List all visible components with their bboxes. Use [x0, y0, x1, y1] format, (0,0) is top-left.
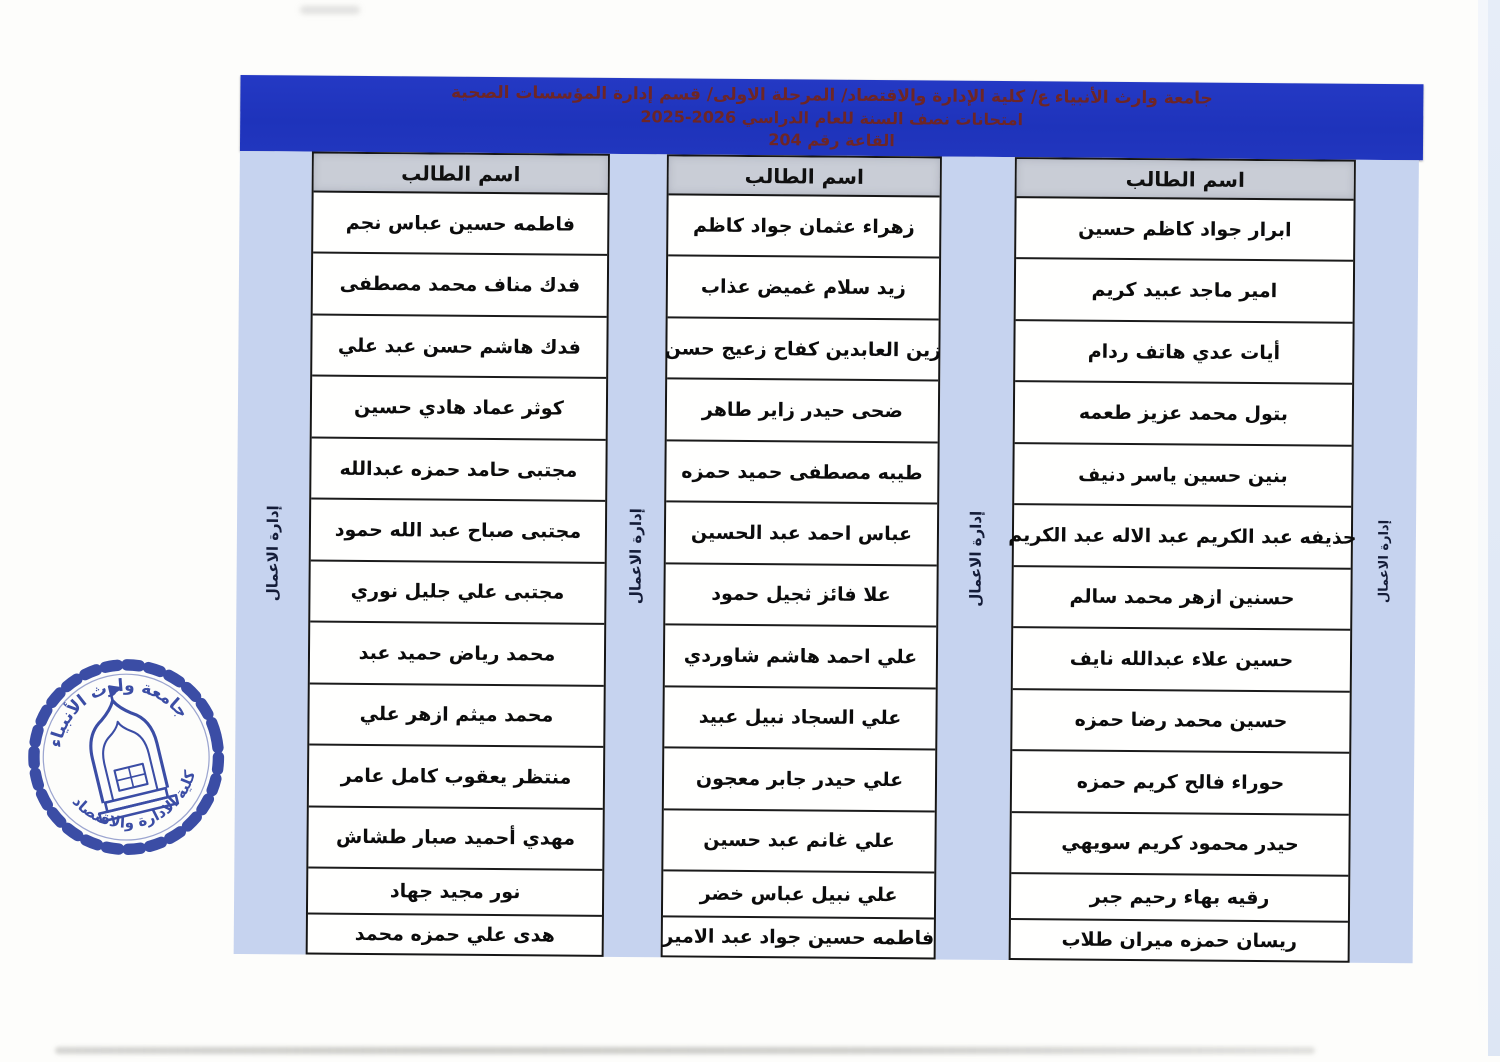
student-name-cell: أيات عدي هاتف ردام: [1015, 318, 1353, 384]
side-band-label: إدارة الاعمال: [625, 507, 645, 604]
side-band-mid-left: إدارة الاعمال: [603, 153, 667, 958]
student-name-cell: منتظر يعقوب كامل عامر: [308, 743, 604, 808]
student-name-cell: حيدر محمود كريم سويهي: [1011, 810, 1349, 875]
student-name-cell: علي السجاد نبيل عبيد: [664, 684, 936, 749]
scan-edge-right-fade: [1478, 0, 1488, 1056]
student-name-cell: بتول محمد عزيز طعمه: [1014, 380, 1353, 445]
student-name-cell: حوراء فالح كريم حمزه: [1011, 749, 1350, 814]
student-name-cell: هدى علي حمزه محمد: [307, 912, 602, 955]
scan-edge-right: [1488, 0, 1500, 1056]
student-name-cell: فاطمه حسين عباس نجم: [345, 211, 576, 236]
student-name-cell: حسين علاء عبدالله نايف: [1012, 626, 1351, 691]
title-band: جامعة وارث الأنبياء ع/ كلية الإدارة والا…: [239, 74, 1424, 161]
column-header-cell: اسم الطالب: [668, 156, 940, 198]
student-name-cell: مهدي أحميد صبار طشاش: [308, 805, 603, 869]
student-table-right: اسم الطالب ابرار جواد كاظم حسين امير ماجد…: [1008, 157, 1357, 963]
side-band-label: إدارة الاعمال: [1376, 519, 1393, 604]
column-header-cell: اسم الطالب: [1016, 159, 1354, 201]
student-name-cell: نور مجيد جهاد: [307, 866, 603, 915]
student-name-cell: زهراء عثمان جواد كاظم: [692, 214, 915, 239]
student-name-cell: ابرار جواد كاظم حسين: [1078, 217, 1292, 241]
student-name-cell: مجتبى حامد حمزه عبدالله: [311, 436, 606, 501]
scan-artifact-top: [300, 6, 360, 14]
student-rows: زهراء عثمان جواد كاظم زيد سلام غميض عذاب ز…: [662, 195, 941, 958]
side-band-label: إدارة الاعمال: [263, 504, 283, 601]
stamp-scalloped-ring: [28, 659, 225, 856]
student-name-cell: كوثر عماد هادي حسين: [311, 374, 607, 439]
student-name-cell: فاطمه حسين جواد عبد الامير: [662, 915, 934, 958]
student-name-cell: امير ماجد عبيد كريم: [1015, 257, 1354, 322]
student-name-cell: حسنين ازهر محمد سالم: [1013, 564, 1351, 629]
student-name-cell: حذيفه عبد الكريم عبد الاله عبد الكريم: [1008, 503, 1357, 568]
student-name-cell: فدك هاشم حسن عبد علي: [312, 313, 607, 378]
student-name-cell: حسين محمد رضا حمزه: [1012, 687, 1350, 752]
title-line-exam: امتحانات نصف السنة للعام الدراسي 2026-20…: [640, 106, 1024, 129]
student-name-cell: محمد رياض حميد عبد: [309, 620, 605, 685]
shrine-icon: [89, 685, 180, 824]
student-name-cell: ضحى حيدر زاير طاهر: [666, 377, 939, 442]
title-line-room: القاعة رقم 204: [768, 129, 895, 150]
side-band-far-right: إدارة الاعمال: [1349, 159, 1419, 964]
student-rows: فاطمه حسين عباس نجم فدك مناف محمد مصطفى فد…: [307, 193, 608, 955]
student-name-cell: مجتبى صباح عبد الله حمود: [310, 497, 606, 562]
student-name-cell: علا فائز ثجيل حمود: [665, 562, 937, 626]
student-name-cell: طيبه مصطفى حميد حمزه: [666, 439, 938, 503]
title-line-university: جامعة وارث الأنبياء ع/ كلية الإدارة والا…: [450, 82, 1213, 109]
student-name-cell: فدك مناف محمد مصطفى: [312, 252, 608, 316]
student-name-cell: علي احمد هاشم شاوردي: [664, 623, 937, 688]
side-band-label: إدارة الاعمال: [965, 510, 985, 607]
stamp-inner-ring: [42, 673, 210, 841]
student-name-cell: علي نبيل عباس خضر: [662, 869, 935, 918]
student-name-cell: رقيه بهاء رحيم جبر: [1010, 872, 1349, 921]
side-band-mid-right: إدارة الاعمال: [935, 156, 1015, 961]
university-stamp: جامعة وارث الأنبياء كلية الادارة والاقتص…: [28, 659, 225, 856]
student-name-cell: زيد سلام غميض عذاب: [667, 254, 940, 319]
student-name-cell: عباس احمد عبد الحسين: [665, 500, 938, 565]
column-header-cell: اسم الطالب: [313, 153, 608, 195]
student-name-cell: محمد ميثم ازهر علي: [309, 682, 604, 746]
student-name-cell: زين العابدين كفاح زعيج حسن: [665, 316, 941, 380]
student-name-cell: بنين حسين ياسر دنيف: [1014, 441, 1352, 506]
student-name-cell: علي حيدر جابر معجون: [663, 746, 936, 810]
student-table-left: اسم الطالب فاطمه حسين عباس نجم فدك مناف م…: [305, 151, 610, 957]
student-rows: ابرار جواد كاظم حسين امير ماجد عبيد كريم أ…: [1008, 198, 1357, 961]
student-name-cell: علي غانم عبد حسين: [663, 807, 935, 872]
student-name-cell: ريسان حمزه ميران طلاب: [1010, 918, 1348, 961]
student-name-cell: مجتبى علي جليل نوري: [310, 559, 605, 624]
student-table-middle: اسم الطالب زهراء عثمان جواد كاظم زيد سلام…: [660, 154, 942, 960]
scan-artifact-bottom: [55, 1047, 1315, 1054]
